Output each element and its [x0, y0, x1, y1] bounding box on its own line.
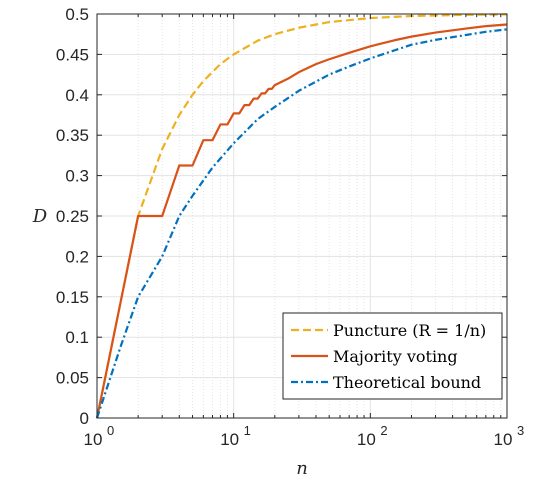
y-tick-label: 0.25	[56, 207, 89, 226]
y-tick-label: 0.15	[56, 288, 89, 307]
x-axis-label: n	[296, 458, 308, 479]
tick-layer: 00.050.10.150.20.250.30.350.40.450.510 0 1…	[56, 5, 524, 449]
x-tick-exponent: 3	[517, 423, 524, 438]
y-tick-label: 0.3	[65, 167, 89, 186]
series-layer	[95, 13, 508, 419]
legend: Puncture (R = 1/n) Majority voting Theoret…	[282, 312, 503, 400]
y-tick-label: 0.4	[65, 86, 89, 105]
x-tick-label: 10	[357, 430, 376, 449]
x-tick-label: 10	[84, 430, 103, 449]
y-tick-label: 0.1	[65, 328, 89, 347]
series-line-2	[95, 23, 508, 419]
y-tick-label: 0.45	[56, 45, 89, 64]
x-tick-exponent: 2	[380, 423, 387, 438]
y-tick-label: 0	[80, 409, 89, 428]
series-line-1	[95, 13, 508, 419]
y-tick-label: 0.5	[65, 5, 89, 24]
legend-label: Majority voting	[333, 347, 458, 366]
legend-label: Theoretical bound	[333, 373, 481, 392]
y-tick-label: 0.2	[65, 247, 89, 266]
y-tick-label: 0.35	[56, 126, 89, 145]
x-tick-exponent: 1	[244, 423, 251, 438]
y-axis-label: D	[32, 206, 48, 227]
legend-label: Puncture (R = 1/n)	[333, 321, 486, 340]
y-tick-label: 0.05	[56, 369, 89, 388]
x-tick-label: 10	[494, 430, 513, 449]
x-tick-exponent: 0	[107, 423, 114, 438]
x-tick-label: 10	[220, 430, 239, 449]
series-line-3	[95, 28, 508, 419]
